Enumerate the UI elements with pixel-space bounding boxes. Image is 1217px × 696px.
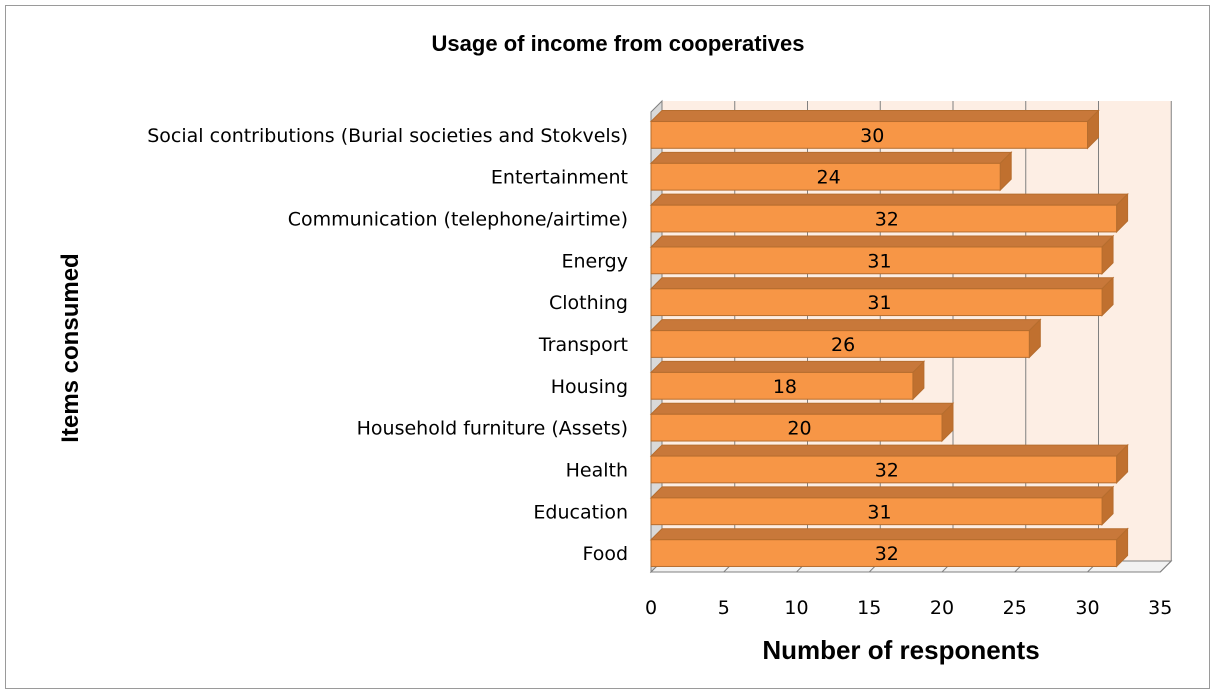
bar-front-face <box>650 162 1001 191</box>
bar-top-face <box>649 235 1115 248</box>
bar-top-face <box>649 528 1129 541</box>
category-label: Communication (telephone/airtime) <box>288 209 628 231</box>
bar <box>649 360 926 401</box>
category-label: Household furniture (Assets) <box>357 418 628 440</box>
x-tick-label: 20 <box>930 597 954 619</box>
bar <box>649 318 1042 359</box>
bar-front-face <box>650 455 1118 484</box>
bar-front-face <box>650 371 914 400</box>
bar-top-face <box>649 444 1129 457</box>
data-label: 32 <box>875 459 899 481</box>
x-axis-label: Number of responents <box>762 635 1039 665</box>
x-tick-label: 5 <box>718 597 730 619</box>
bar-top-face <box>649 402 955 415</box>
bar-top-face <box>649 486 1115 499</box>
bar-front-face <box>650 413 943 442</box>
chart-frame: Usage of income from cooperatives Social… <box>5 5 1210 689</box>
x-tick-label: 10 <box>784 597 808 619</box>
bar <box>649 109 1100 150</box>
bar-top-face <box>649 277 1115 290</box>
x-tick-label: 15 <box>857 597 881 619</box>
data-label: 20 <box>787 418 811 440</box>
x-tick-label: 0 <box>645 597 657 619</box>
data-label: 32 <box>875 209 899 231</box>
data-label: 31 <box>867 250 891 272</box>
bar <box>649 276 1115 317</box>
chart-title: Usage of income from cooperatives <box>432 31 805 56</box>
data-label: 26 <box>831 334 855 356</box>
category-label: Housing <box>551 376 628 398</box>
bar <box>649 485 1115 526</box>
category-labels: Social contributions (Burial societies a… <box>147 125 628 565</box>
bar-front-face <box>650 246 1103 275</box>
data-label: 31 <box>867 292 891 314</box>
category-label: Food <box>582 543 628 565</box>
bar-front-face <box>650 121 1088 149</box>
bar <box>649 402 955 443</box>
bar <box>649 443 1129 485</box>
y-axis-label: Items consumed <box>57 253 84 442</box>
bar-chart: Usage of income from cooperatives Social… <box>57 31 1173 665</box>
category-label: Transport <box>538 334 628 356</box>
bars: 30 24 32 31 31 26 18 20 32 31 32 <box>649 109 1129 568</box>
floor-gridline <box>1159 560 1172 573</box>
bar-front-face <box>650 539 1118 567</box>
category-label: Entertainment <box>491 167 628 189</box>
x-tick-label: 35 <box>1148 597 1172 619</box>
bar-front-face <box>650 288 1103 317</box>
data-label: 30 <box>860 125 884 147</box>
x-tick-label: 30 <box>1075 597 1099 619</box>
x-tick-labels: 0 5 10 15 20 25 30 35 <box>645 597 1172 619</box>
x-tick-label: 25 <box>1003 597 1027 619</box>
data-label: 31 <box>867 501 891 523</box>
bar-front-face <box>650 330 1030 358</box>
bar-top-face <box>649 110 1100 123</box>
bar <box>649 192 1129 234</box>
bar-front-face <box>650 204 1118 233</box>
bar-front-face <box>650 497 1103 526</box>
bar-top-face <box>649 193 1129 206</box>
data-label: 24 <box>817 167 841 189</box>
bar-top-face <box>649 319 1042 332</box>
bar-top-face <box>649 360 926 373</box>
data-label: 32 <box>875 543 899 565</box>
bar <box>649 234 1115 275</box>
data-label: 18 <box>773 376 797 398</box>
category-label: Health <box>566 459 628 481</box>
bar-top-face <box>649 151 1013 164</box>
bar <box>649 151 1013 192</box>
category-label: Energy <box>561 250 628 272</box>
category-label: Education <box>533 501 628 523</box>
bar <box>649 527 1129 568</box>
category-label: Social contributions (Burial societies a… <box>147 125 628 147</box>
category-label: Clothing <box>549 292 628 314</box>
